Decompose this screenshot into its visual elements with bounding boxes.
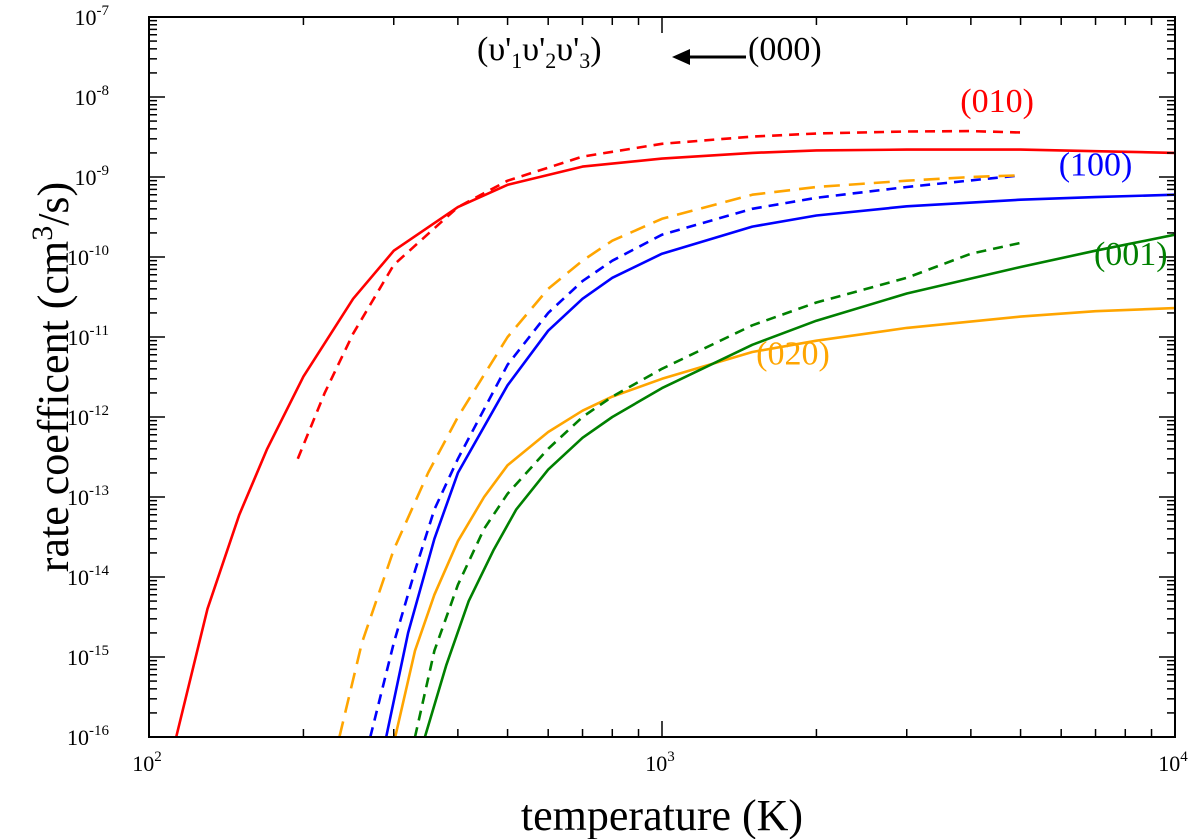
- series-line-010-dashed: [296, 129, 1021, 460]
- x-axis-title: temperature (K): [521, 791, 803, 839]
- y-tick-label: 10-9: [75, 163, 110, 190]
- series-line-010-solid: [174, 148, 1175, 737]
- x-tick-label: 103: [645, 749, 675, 776]
- header-target-label: (υ'1υ'2υ'3): [477, 31, 602, 73]
- ticks-layer: 102 103 104 10-7 10-8 10-9 10-10 10-11 10-12 10-1…: [67, 3, 1188, 776]
- y-tick-label: 10-8: [75, 83, 110, 110]
- series-label-010: (010): [960, 83, 1034, 120]
- y-tick-label: 10-11: [68, 323, 109, 350]
- series-line-020-solid: [393, 306, 1175, 737]
- y-tick-label: 10-10: [67, 243, 109, 270]
- series-line-001-dashed: [413, 241, 1021, 737]
- series-line-001-solid: [423, 233, 1175, 737]
- series-label-001: (001): [1094, 236, 1168, 273]
- y-tick-label: 10-12: [67, 403, 109, 430]
- y-tick-label: 10-7: [75, 3, 110, 30]
- y-tick-label: 10-16: [67, 723, 109, 750]
- y-axis-title: rate coefficent (cm3/s): [26, 182, 78, 572]
- x-tick-label: 102: [132, 749, 162, 776]
- y-tick-label: 10-15: [67, 643, 109, 670]
- series-line-100-dashed: [369, 174, 1021, 737]
- series-labels-layer: (010) (100) (001) (020): [756, 83, 1167, 373]
- y-tick-label: 10-13: [67, 483, 109, 510]
- curves-layer: [174, 129, 1175, 737]
- arrow-left-icon: [672, 49, 690, 65]
- header-source-label: (000): [748, 31, 822, 68]
- series-label-100: (100): [1059, 146, 1133, 183]
- header-annotation: (υ'1υ'2υ'3) (000): [477, 31, 822, 73]
- y-tick-label: 10-14: [67, 563, 109, 590]
- x-tick-label: 104: [1158, 749, 1188, 776]
- series-label-020: (020): [756, 336, 830, 373]
- series-line-020-dashed: [338, 174, 1021, 737]
- series-line-100-solid: [384, 193, 1175, 737]
